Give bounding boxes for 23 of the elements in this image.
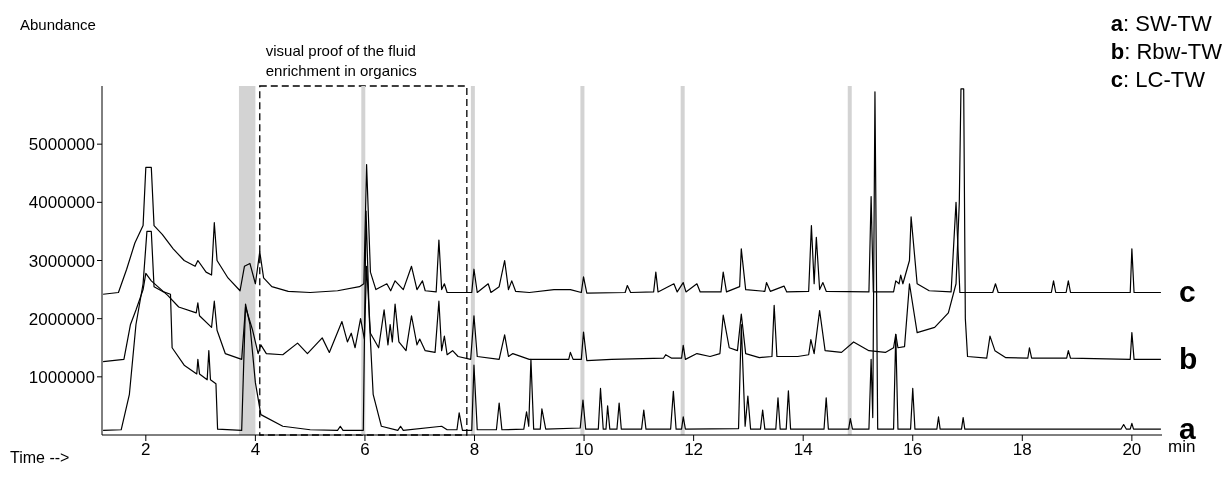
y-tick-label: 3000000 bbox=[28, 251, 95, 271]
x-tick-label: 2 bbox=[141, 440, 151, 460]
series-label: b bbox=[1178, 342, 1198, 376]
x-tick-label: 12 bbox=[684, 440, 704, 460]
x-tick-label: 20 bbox=[1122, 440, 1142, 460]
text: a: SW-TW bbox=[1110, 10, 1213, 38]
y-axis-title: Abundance bbox=[20, 16, 96, 33]
y-tick-label: 2000000 bbox=[28, 309, 95, 329]
x-tick-label: 18 bbox=[1012, 440, 1032, 460]
series-label: c bbox=[1178, 275, 1196, 309]
annotation: c: LC-TW bbox=[1110, 66, 1206, 94]
y-tick-label: 4000000 bbox=[28, 193, 95, 213]
x-axis-title: Time --> bbox=[10, 449, 70, 466]
y-tick-label: 5000000 bbox=[28, 135, 95, 155]
x-tick-label: 14 bbox=[793, 440, 813, 460]
x-tick-label: 4 bbox=[250, 440, 261, 460]
x-tick-label: 16 bbox=[903, 440, 923, 460]
x-tick-label: 8 bbox=[469, 440, 480, 460]
text: b: Rbw-TW bbox=[1110, 38, 1222, 66]
y-tick-label: 1000000 bbox=[28, 367, 95, 387]
band-label: visual proof of the fluid enrichment in organics bbox=[265, 42, 417, 79]
x-tick-label: 6 bbox=[360, 440, 370, 460]
x-tick-label: 10 bbox=[574, 440, 594, 460]
